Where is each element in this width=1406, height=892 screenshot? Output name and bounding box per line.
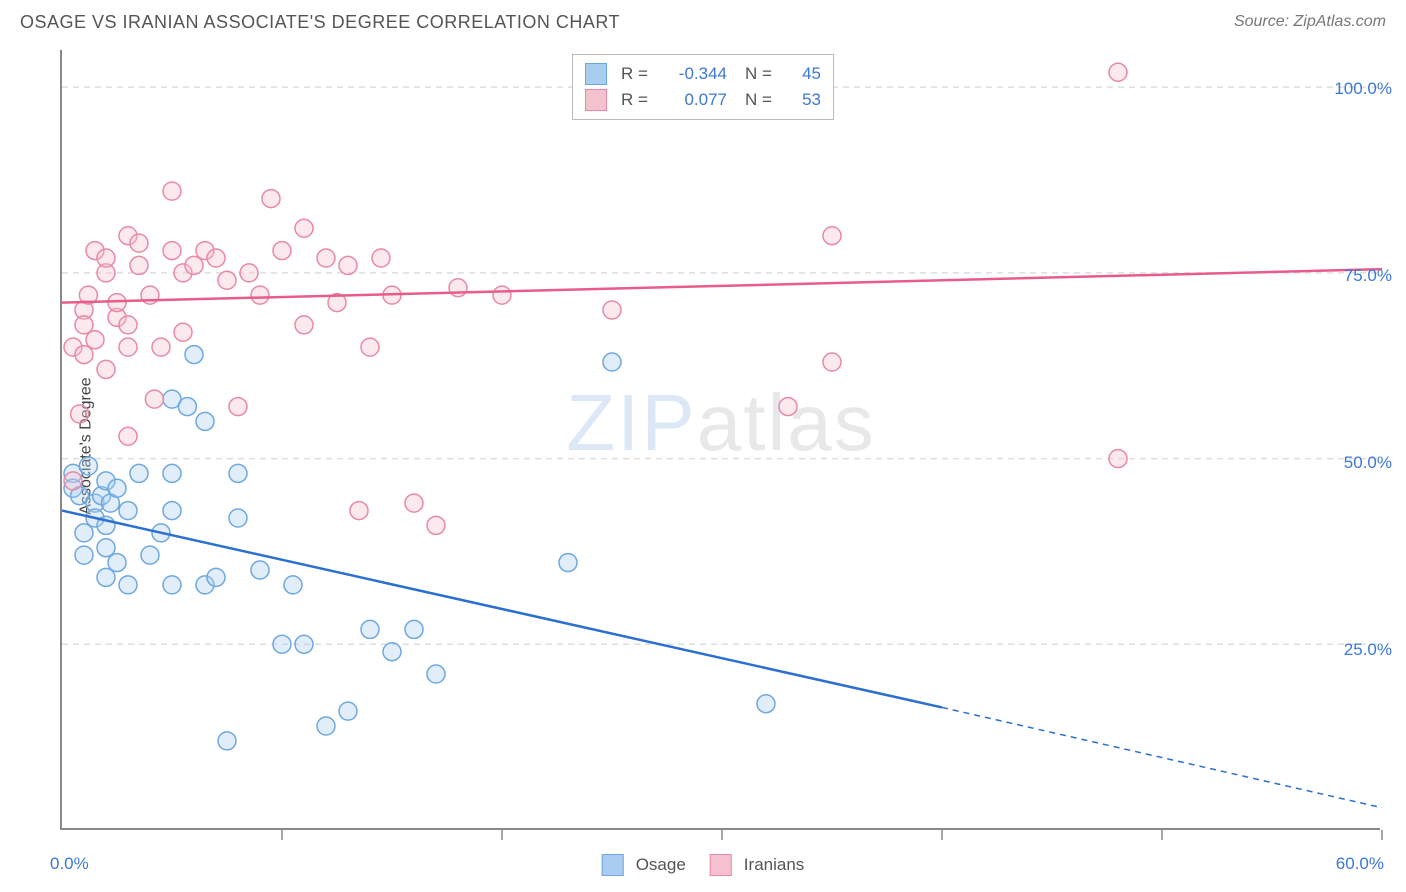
r-value-iranians: 0.077 [667, 90, 727, 110]
y-tick-75: 75.0% [1344, 266, 1392, 286]
legend-item-osage: Osage [602, 854, 686, 876]
legend-stats-row-osage: R = -0.344 N = 45 [585, 61, 821, 87]
y-tick-50: 50.0% [1344, 453, 1392, 473]
legend-label-osage: Osage [636, 855, 686, 875]
x-axis-min-label: 0.0% [50, 854, 89, 874]
n-value-osage: 45 [791, 64, 821, 84]
chart-title: OSAGE VS IRANIAN ASSOCIATE'S DEGREE CORR… [20, 12, 620, 33]
legend-swatch-osage [585, 63, 607, 85]
n-label: N = [745, 90, 781, 110]
legend-item-iranians: Iranians [710, 854, 804, 876]
chart-container: OSAGE VS IRANIAN ASSOCIATE'S DEGREE CORR… [0, 0, 1406, 892]
source-label: Source: ZipAtlas.com [1234, 13, 1386, 31]
legend-swatch-iranians [710, 854, 732, 876]
legend-swatch-iranians [585, 89, 607, 111]
y-tick-100: 100.0% [1334, 79, 1392, 99]
legend-stats: R = -0.344 N = 45 R = 0.077 N = 53 [572, 54, 834, 120]
legend-label-iranians: Iranians [744, 855, 804, 875]
legend-series: Osage Iranians [602, 854, 805, 876]
r-label: R = [621, 64, 657, 84]
plot-area: ZIPatlas [60, 50, 1380, 830]
r-label: R = [621, 90, 657, 110]
x-axis-max-label: 60.0% [1336, 854, 1384, 874]
r-value-osage: -0.344 [667, 64, 727, 84]
header-bar: OSAGE VS IRANIAN ASSOCIATE'S DEGREE CORR… [0, 0, 1406, 44]
chart-svg [62, 50, 1380, 828]
n-label: N = [745, 64, 781, 84]
n-value-iranians: 53 [791, 90, 821, 110]
legend-swatch-osage [602, 854, 624, 876]
legend-stats-row-iranians: R = 0.077 N = 53 [585, 87, 821, 113]
y-tick-25: 25.0% [1344, 640, 1392, 660]
